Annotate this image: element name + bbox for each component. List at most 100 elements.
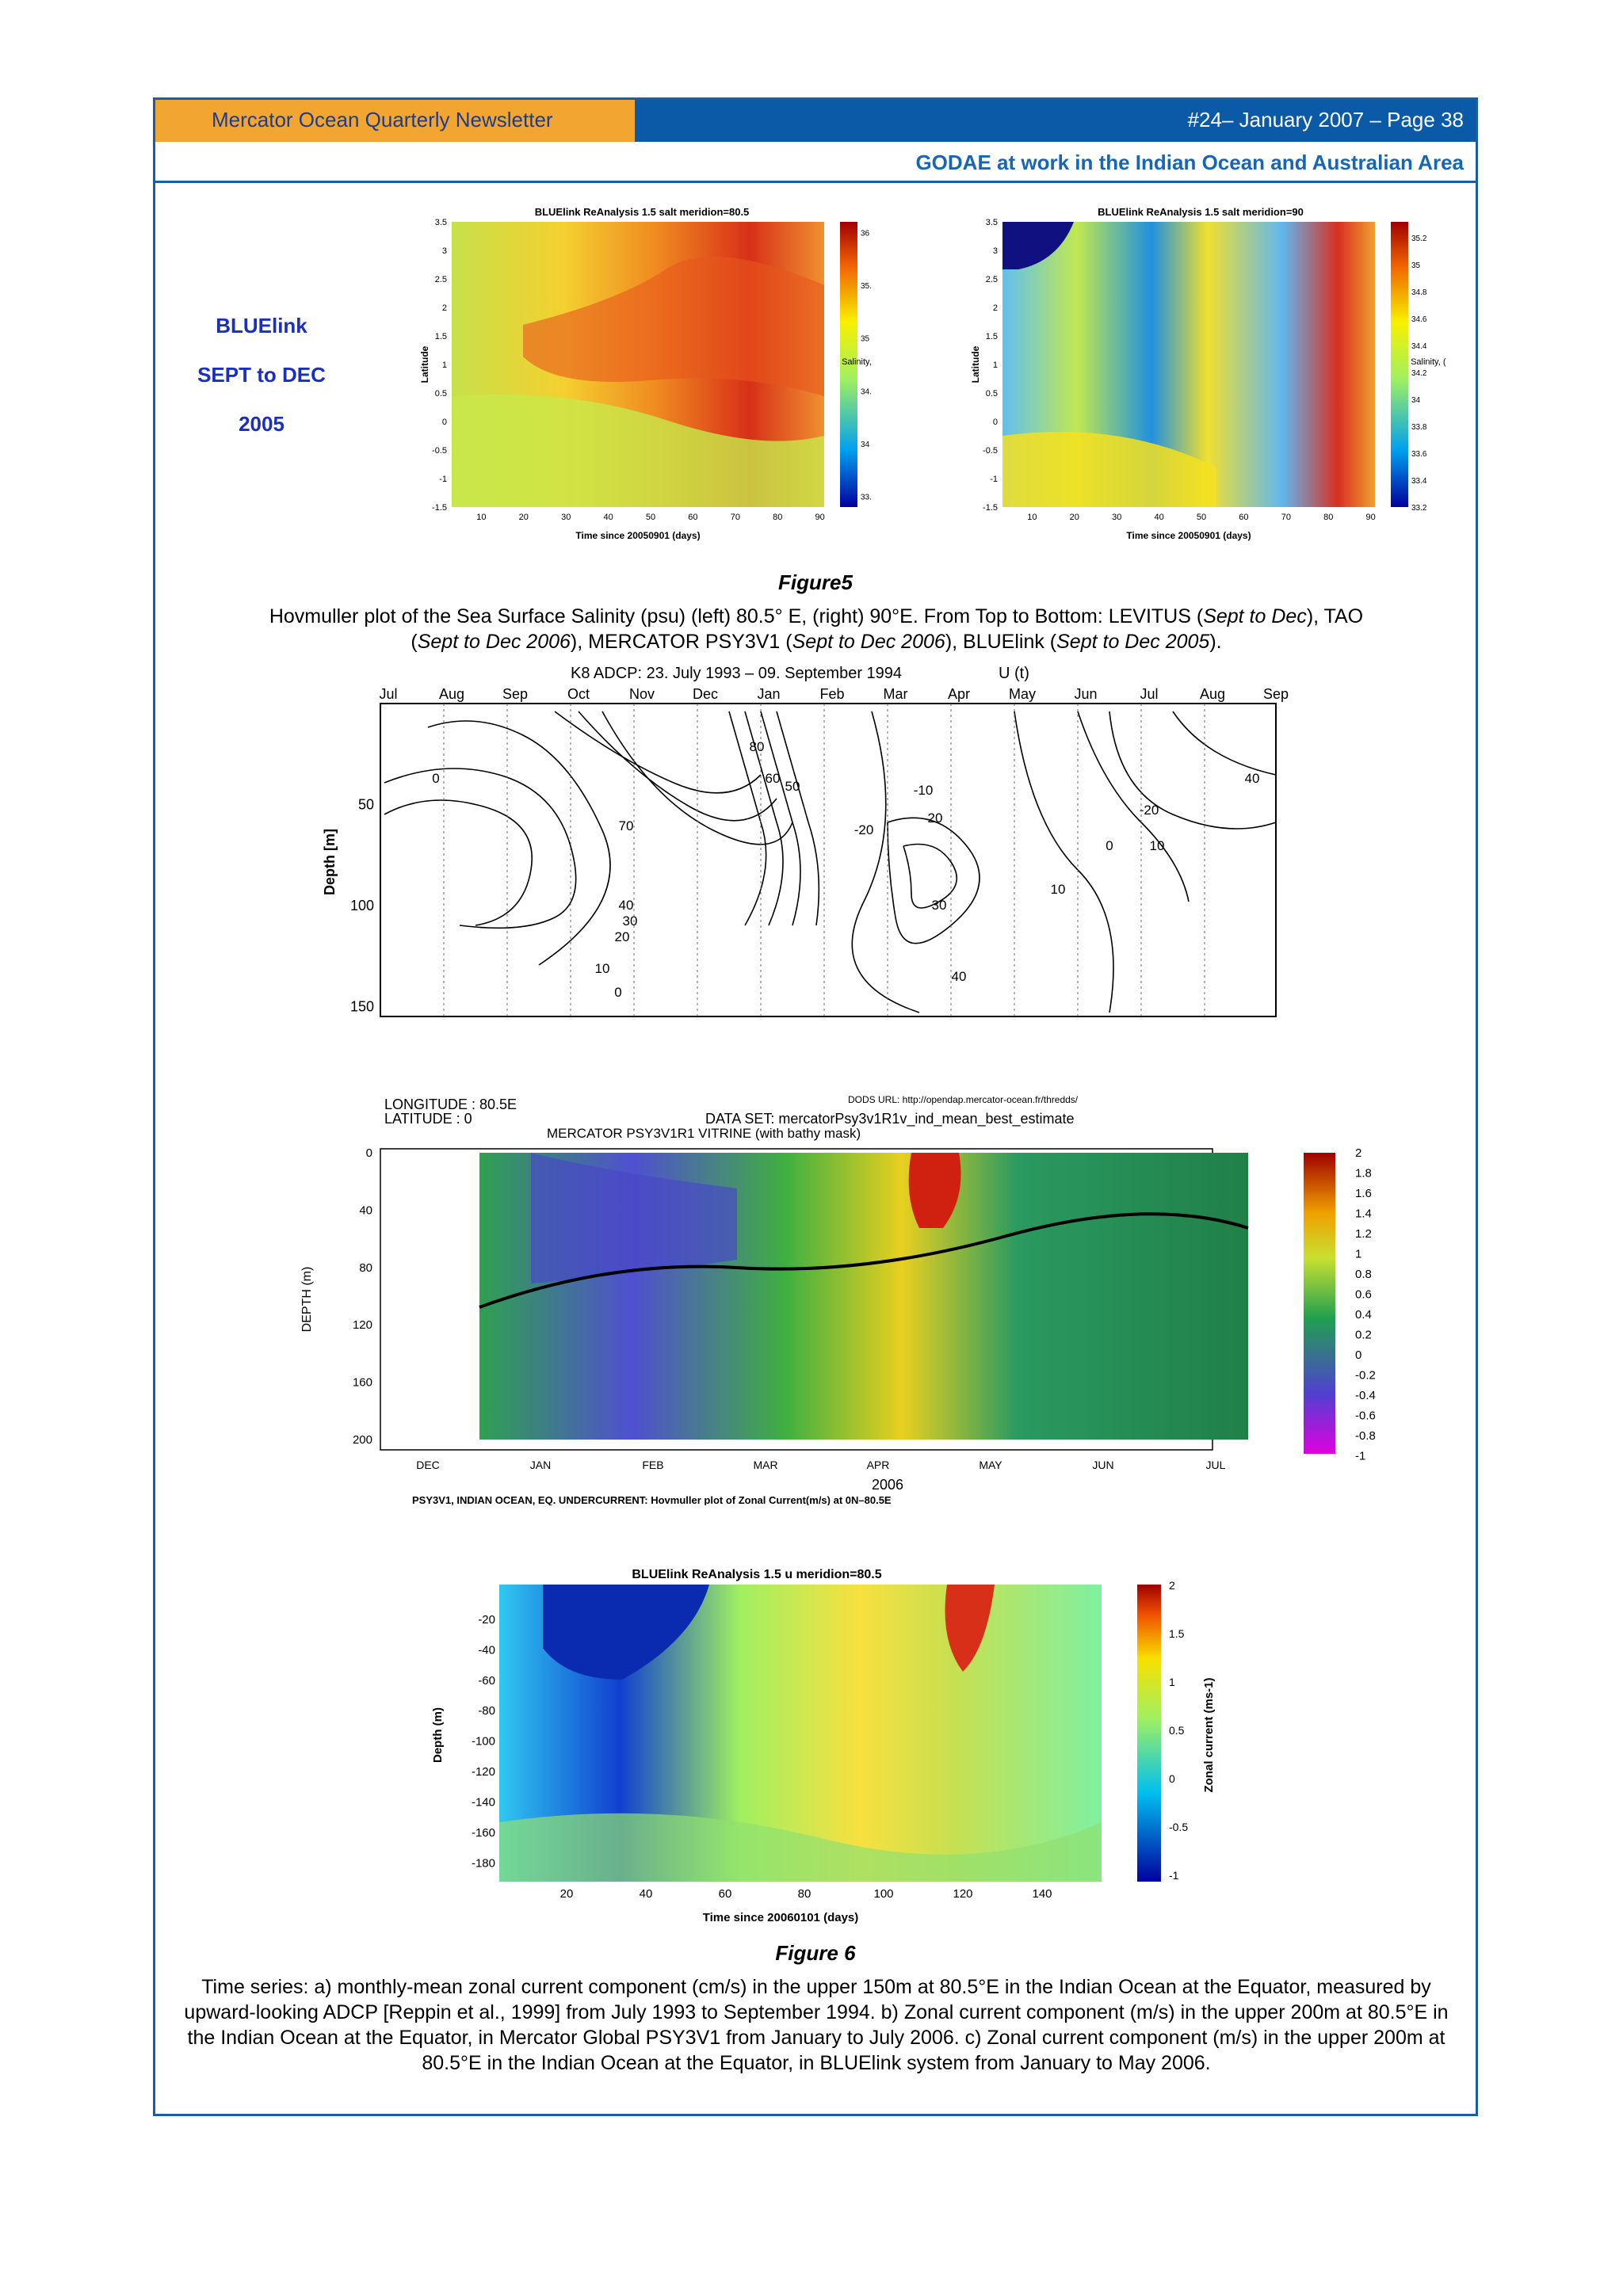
adcp-contours xyxy=(384,711,1277,1013)
salinity-left-xlabel: Time since 20050901 (days) xyxy=(575,530,700,541)
adcp-depth-tick: 100 xyxy=(350,898,374,913)
adcp-contour-label: -20 xyxy=(854,822,874,837)
mercator-dods-url: DODS URL: http://opendap.mercator-ocean.… xyxy=(848,1094,1079,1105)
day-tick: 20 xyxy=(519,513,529,522)
adcp-month: Aug xyxy=(1200,686,1225,702)
mercator-colorbar xyxy=(1304,1153,1335,1454)
mercator-colorbar-ticks: 2 1.8 1.6 1.4 1.2 1 0.8 0.6 0.4 0.2 0 -0.2 -0.4 -0.6 -… xyxy=(1355,1146,1376,1463)
day-tick: 70 xyxy=(1281,513,1291,522)
mercator-zonal-plot: LONGITUDE : 80.5E LATITUDE : 0 DODS URL:… xyxy=(300,1094,1376,1505)
latitude-tick: -0.5 xyxy=(983,446,998,456)
salinity-cbar-tick: 35 xyxy=(861,335,870,344)
salinity-left-x-ticks: 10 20 30 40 50 60 70 80 90 xyxy=(476,513,825,522)
salinity-cbar-tick: 33.6 xyxy=(1411,450,1427,459)
adcp-contour-label: 40 xyxy=(952,969,967,984)
day-tick: 20 xyxy=(1070,513,1079,522)
figure5-caption-part: ). xyxy=(1209,631,1222,653)
latitude-tick: 2.5 xyxy=(986,275,998,284)
salinity-cbar-tick: 33.8 xyxy=(1411,423,1427,432)
mercator-cbar-tick: -0.2 xyxy=(1355,1369,1376,1383)
salinity-right-ylabel: Latitude xyxy=(970,345,981,383)
latitude-tick: 0 xyxy=(993,418,998,427)
bluelink-depth-tick: -180 xyxy=(472,1857,495,1871)
adcp-month: Nov xyxy=(629,686,655,702)
mercator-cbar-tick: -1 xyxy=(1355,1450,1365,1463)
salinity-cbar-tick: 36 xyxy=(861,229,870,238)
salinity-left-y-ticks: -1.5 -1 -0.5 0 0.5 1 1.5 2 2.5 3 3.5 xyxy=(432,218,447,513)
page-frame xyxy=(153,97,1478,2116)
latitude-tick: 1 xyxy=(442,360,447,370)
salinity-cbar-label: Salinity, (psu) xyxy=(1411,357,1446,367)
salinity-left-title: BLUElink ReAnalysis 1.5 salt meridion=80… xyxy=(535,206,750,218)
mercator-cbar-tick: -0.8 xyxy=(1355,1429,1376,1443)
mercator-month: MAR xyxy=(753,1459,777,1471)
day-tick: 10 xyxy=(476,513,486,522)
bluelink-u-eastward-core xyxy=(945,1585,995,1672)
adcp-contour-label: 20 xyxy=(928,810,943,826)
salinity-plot-right: BLUElink ReAnalysis 1.5 salt meridion=90… xyxy=(970,206,1446,541)
figure5-caption-italic: Sept to Dec 2006 xyxy=(792,631,945,653)
bluelink-day-tick: 20 xyxy=(560,1887,574,1901)
salinity-right-y-ticks: -1.5 -1 -0.5 0 0.5 1 1.5 2 2.5 3 3.5 xyxy=(983,218,998,513)
latitude-tick: 0 xyxy=(442,418,447,427)
latitude-tick: 0.5 xyxy=(435,389,447,399)
bluelink-day-tick: 80 xyxy=(798,1887,812,1901)
adcp-contour-label: 0 xyxy=(432,771,439,786)
mercator-y-ticks: 0 40 80 120 160 200 xyxy=(353,1146,372,1447)
bluelink-day-tick: 60 xyxy=(719,1887,732,1901)
figure5-caption-part: ( xyxy=(411,631,418,653)
adcp-month: Feb xyxy=(819,686,844,702)
bluelink-depth-tick: -160 xyxy=(472,1826,495,1840)
mercator-zero-contour xyxy=(479,1212,1249,1309)
bluelink-cbar-tick: 1 xyxy=(1169,1676,1175,1688)
mercator-cbar-tick: 0.8 xyxy=(1355,1268,1372,1281)
bluelink-depth-tick: -120 xyxy=(472,1765,495,1779)
adcp-contour-label: 10 xyxy=(595,961,610,976)
mercator-month: FEB xyxy=(642,1459,663,1471)
latitude-tick: 1 xyxy=(993,360,998,370)
salinity-left-cbar-ticks: 33.5 34 34.5 35 35.5 36 Salinity, (psu) xyxy=(842,229,872,502)
mercator-cbar-tick: 0.2 xyxy=(1355,1329,1372,1342)
issue-page: #24– January 2007 – Page 38 xyxy=(1187,108,1464,132)
mercator-cbar-tick: 1.2 xyxy=(1355,1227,1372,1241)
mercator-westward-band xyxy=(531,1153,737,1283)
figure5-caption-part: ), TAO xyxy=(1306,605,1364,627)
mercator-cbar-tick: 0 xyxy=(1355,1348,1361,1362)
mercator-depth-tick: 120 xyxy=(353,1318,372,1332)
mercator-longitude: LONGITUDE : 80.5E xyxy=(384,1097,517,1112)
side-label-line3: 2005 xyxy=(239,412,285,436)
figure6-caption: Time series: a) monthly-mean zonal curre… xyxy=(184,1976,1449,2074)
salinity-cbar-tick: 34.4 xyxy=(1411,342,1427,351)
salinity-cbar-tick: 34 xyxy=(1411,396,1421,405)
salinity-cbar-tick: 33.2 xyxy=(1411,504,1427,513)
salinity-right-x-ticks: 10 20 30 40 50 60 70 80 90 xyxy=(1027,513,1376,522)
section-title: GODAE at work in the Indian Ocean and Au… xyxy=(915,151,1464,174)
latitude-tick: 1.5 xyxy=(986,332,998,341)
latitude-tick: 2 xyxy=(442,303,447,313)
bluelink-u-westward-core xyxy=(543,1585,709,1680)
adcp-depth-tick: 50 xyxy=(358,796,374,812)
adcp-frame xyxy=(380,703,1277,1017)
latitude-tick: 2.5 xyxy=(435,275,447,284)
latitude-tick: -1 xyxy=(990,475,998,484)
mercator-latitude: LATITUDE : 0 xyxy=(384,1111,472,1127)
adcp-contour-label: -10 xyxy=(914,783,934,798)
latitude-tick: 2 xyxy=(993,303,998,313)
salinity-cbar-tick: 34.2 xyxy=(1411,369,1427,378)
mercator-month: JUN xyxy=(1092,1459,1113,1471)
figure6-title: Figure 6 xyxy=(775,1941,856,1965)
bluelink-cbar-tick: 0 xyxy=(1169,1772,1175,1785)
mercator-month: DEC xyxy=(416,1459,440,1471)
adcp-contour-label: 0 xyxy=(1106,838,1113,853)
day-tick: 60 xyxy=(1239,513,1248,522)
day-tick: 80 xyxy=(773,513,782,522)
latitude-tick: -1.5 xyxy=(432,503,447,513)
mercator-depth-tick: 160 xyxy=(353,1376,372,1390)
mercator-month: APR xyxy=(867,1459,890,1471)
day-tick: 60 xyxy=(688,513,697,522)
adcp-depth-tick: 150 xyxy=(350,998,374,1014)
mercator-cbar-tick: -0.4 xyxy=(1355,1389,1376,1402)
salinity-cbar-tick: 34.8 xyxy=(1411,288,1427,297)
side-label-line1: BLUElink xyxy=(216,314,307,338)
day-tick: 40 xyxy=(1154,513,1163,522)
